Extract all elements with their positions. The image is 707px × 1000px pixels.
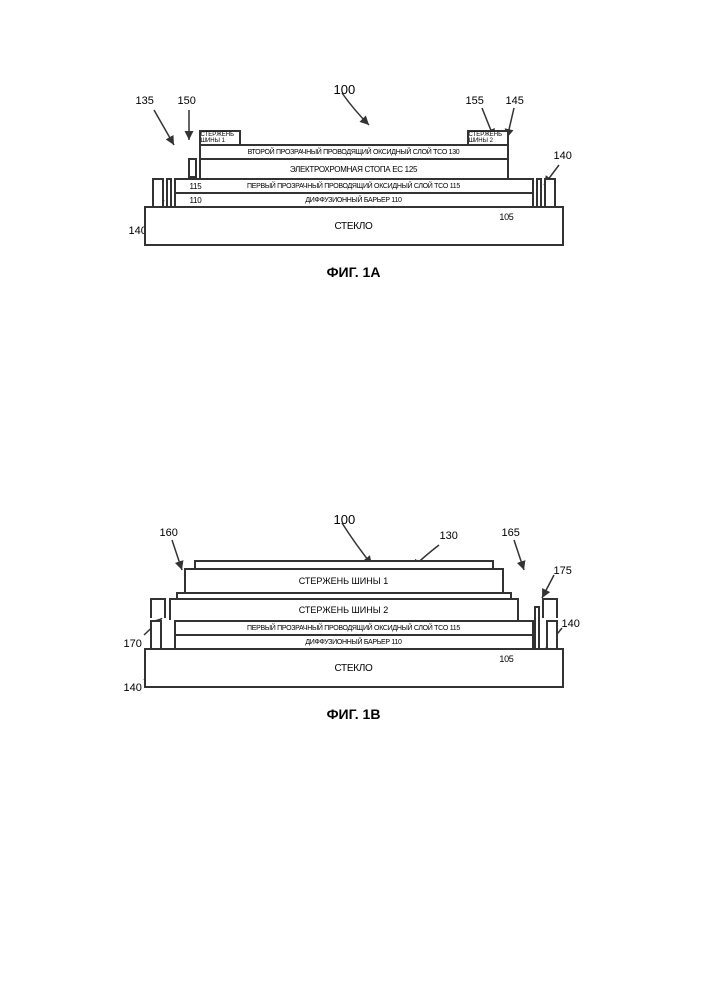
inner-115: 115 [190,182,202,191]
tco1-layer-b: ПЕРВЫЙ ПРОЗРАЧНЫЙ ПРОВОДЯЩИЙ ОКСИДНЫЙ СЛ… [174,620,534,634]
edge-right-b-3 [534,606,540,648]
barrier-layer-b: ДИФФУЗИОННЫЙ БАРЬЕР 110 [174,634,534,648]
edge-left-b-2 [150,598,166,618]
stack-b: СТЕРЖЕНЬ ШИНЫ 1 СТЕРЖЕНЬ ШИНЫ 2 ПЕРВЫЙ П… [144,560,564,688]
tco1-layer-a: ПЕРВЫЙ ПРОЗРАЧНЫЙ ПРОВОДЯЩИЙ ОКСИДНЫЙ СЛ… [174,178,534,192]
label-145: 145 [506,95,524,107]
figure-1a: 100 135 150 155 145 140 140 120 СТЕРЖЕНЬ… [144,130,564,280]
figure-1b: 100 160 170 165 175 140 140 130 СТЕ [144,560,564,722]
edge-right-b-2 [542,598,558,618]
fig-b-caption: ФИГ. 1B [144,706,564,722]
glass-layer-b: СТЕКЛО 105 [144,648,564,688]
edge-right-b-1 [546,620,558,648]
label-160: 160 [160,527,178,539]
tco2-layer: ВТОРОЙ ПРОЗРАЧНЫЙ ПРОВОДЯЩИЙ ОКСИДНЫЙ СЛ… [199,144,509,158]
label-155: 155 [466,95,484,107]
label-140-left-b: 140 [124,682,142,694]
label-140-right-b: 140 [562,618,580,630]
ec-layer: ЭЛЕКТРОХРОМНАЯ СТОПА EC 125 [199,158,509,178]
glass-text: СТЕКЛО [334,221,372,232]
label-130: 130 [440,530,458,542]
barrier-text: ДИФФУЗИОННЫЙ БАРЬЕР 110 [305,197,401,204]
label-165: 165 [502,527,520,539]
ec-text: ЭЛЕКТРОХРОМНАЯ СТОПА EC 125 [290,165,417,174]
label-150: 150 [178,95,196,107]
edge-left-a-1 [152,178,164,206]
barrier-text-b: ДИФФУЗИОННЫЙ БАРЬЕР 110 [305,639,401,646]
gap-left-a [188,158,197,178]
label-135: 135 [136,95,154,107]
edge-left-a-2 [166,178,172,206]
tco2-text: ВТОРОЙ ПРОЗРАЧНЫЙ ПРОВОДЯЩИЙ ОКСИДНЫЙ СЛ… [248,149,460,156]
edge-left-b-1 [150,620,162,648]
glass-num-b: 105 [499,654,513,664]
glass-num-a: 105 [499,212,513,222]
busbar-1-a: СТЕРЖЕНЬ ШИНЫ 1 [199,130,241,144]
bus2-text-b: СТЕРЖЕНЬ ШИНЫ 2 [299,605,389,615]
ref-100-a: 100 [334,82,356,97]
busbar-1-label: СТЕРЖЕНЬ ШИНЫ 1 [201,132,239,144]
stack-a: СТЕРЖЕНЬ ШИНЫ 1 СТЕРЖЕНЬ ШИНЫ 2 ВТОРОЙ П… [144,130,564,246]
busbar-2-a: СТЕРЖЕНЬ ШИНЫ 2 [467,130,509,144]
barrier-layer-a: ДИФФУЗИОННЫЙ БАРЬЕР 110 110 [174,192,534,206]
glass-layer-a: СТЕКЛО 105 [144,206,564,246]
ref-100-b: 100 [334,512,356,527]
busbar-2-label: СТЕРЖЕНЬ ШИНЫ 2 [469,132,507,144]
bus1-text-b: СТЕРЖЕНЬ ШИНЫ 1 [299,576,389,586]
glass-text-b: СТЕКЛО [334,663,372,674]
tco1-text: ПЕРВЫЙ ПРОЗРАЧНЫЙ ПРОВОДЯЩИЙ ОКСИДНЫЙ СЛ… [247,183,460,190]
inner-110: 110 [190,196,202,205]
fig-a-caption: ФИГ. 1A [144,264,564,280]
bus2-wide-b: СТЕРЖЕНЬ ШИНЫ 2 [169,598,519,620]
edge-right-a-1 [544,178,556,206]
bus1-wide-b: СТЕРЖЕНЬ ШИНЫ 1 [184,568,504,592]
edge-right-a-2 [536,178,542,206]
tco1-text-b: ПЕРВЫЙ ПРОЗРАЧНЫЙ ПРОВОДЯЩИЙ ОКСИДНЫЙ СЛ… [247,625,460,632]
label-170: 170 [124,638,142,650]
top-thin-b [194,560,494,568]
